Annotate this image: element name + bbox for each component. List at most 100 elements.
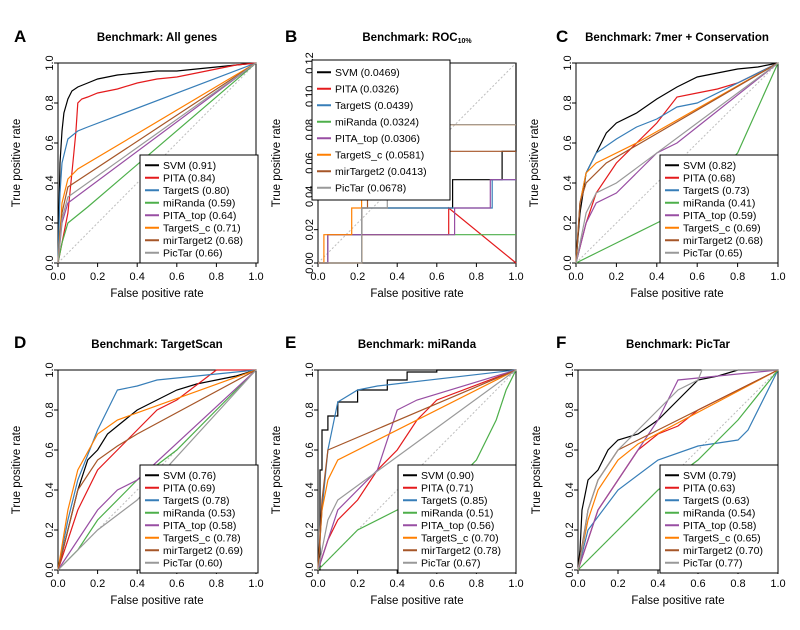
x-tick-label: 0.8 — [730, 578, 745, 590]
legend-label: TargetS_c (0.71) — [163, 223, 241, 235]
legend-label: PITA_top (0.59) — [683, 210, 756, 222]
y-axis-label: True positive rate — [271, 426, 283, 514]
panel-B: B Benchmark: ROC10% 0.0 0.2 0.4 0.6 0.8 1.0 0.00… — [271, 27, 524, 300]
x-tick-label: 0.6 — [169, 271, 184, 283]
series-line-pita-top — [57, 369, 257, 571]
series-line-mirtarget2 — [57, 369, 257, 571]
y-axis-label: True positive rate — [271, 119, 283, 207]
chart-title-subscript: 10% — [458, 38, 473, 45]
legend-label: PicTar (0.60) — [163, 558, 223, 570]
chart-title: Benchmark: TargetScan — [91, 339, 222, 351]
series-line-svm — [318, 369, 516, 571]
y-axis-label: True positive rate — [531, 426, 543, 514]
x-tick-label: 1.0 — [770, 578, 785, 590]
legend: SVM (0.79)PITA (0.63)TargetS (0.63)miRan… — [659, 464, 779, 574]
legend: SVM (0.0469) PITA (0.0326) TargetS (0.0439… — [311, 59, 451, 201]
legend-label: SVM (0.76) — [163, 470, 216, 482]
legend-label: miRanda (0.41) — [683, 198, 755, 210]
x-tick-label: 0.4 — [650, 578, 665, 590]
y-tick-label: 0.0 — [44, 562, 56, 577]
legend-box — [139, 154, 259, 264]
legend-label: TargetS_c (0.65) — [683, 533, 761, 545]
x-tick-label: 1.0 — [248, 271, 263, 283]
x-tick-label: 0.8 — [469, 271, 484, 283]
y-axis-label: True positive rate — [11, 119, 23, 207]
y-tick-label: 0.2 — [44, 215, 56, 230]
y-tick-label: 0.00 — [304, 252, 316, 273]
x-tick-label: 1.0 — [248, 578, 263, 590]
legend: SVM (0.82)PITA (0.68)TargetS (0.73)miRan… — [659, 154, 779, 264]
x-tick-label: 1.0 — [508, 271, 523, 283]
panel-C: C Benchmark: 7mer + Conservation 0.0 0.2 0.4… — [529, 27, 786, 300]
y-tick-label: 0.8 — [44, 402, 56, 417]
legend-label: SVM (0.91) — [163, 160, 216, 172]
y-tick-label: 0.6 — [304, 442, 316, 457]
x-tick-label: 0.4 — [390, 578, 405, 590]
legend-label: PITA_top (0.64) — [163, 210, 236, 222]
x-axis-label: False positive rate — [631, 595, 724, 607]
x-tick-label: 0.8 — [469, 578, 484, 590]
y-tick-label: 0.8 — [562, 95, 574, 110]
series-line-pita — [575, 62, 779, 264]
x-axis-label: False positive rate — [110, 595, 203, 607]
legend-label: mirTarget2 (0.68) — [683, 235, 763, 247]
legend-label: PicTar (0.0678) — [335, 183, 406, 195]
x-tick-label: 0.2 — [610, 578, 625, 590]
x-tick-label: 0.2 — [350, 578, 365, 590]
y-tick-label: 0.0 — [304, 562, 316, 577]
x-tick-label: 0.0 — [50, 578, 65, 590]
y-tick-label: 0.4 — [564, 482, 576, 497]
legend-label: miRanda (0.0324) — [335, 117, 419, 129]
x-tick-label: 0.6 — [690, 271, 705, 283]
x-tick-label: 0.0 — [310, 271, 325, 283]
legend-label: PITA (0.84) — [163, 173, 215, 185]
legend-box — [139, 464, 259, 574]
legend-label: mirTarget2 (0.70) — [683, 545, 763, 557]
chart-title: Benchmark: All genes — [97, 32, 217, 44]
x-tick-label: 0.4 — [390, 271, 405, 283]
x-tick-label: 0.8 — [209, 271, 224, 283]
x-tick-label: 0.2 — [90, 578, 105, 590]
x-axis-label: False positive rate — [110, 288, 203, 300]
series-line-pita — [57, 369, 256, 571]
legend-label: PITA (0.63) — [683, 483, 735, 495]
legend-label: PITA_top (0.0306) — [335, 133, 420, 145]
legend-label: TargetS (0.73) — [683, 185, 750, 197]
series-line-pita — [57, 62, 257, 264]
x-tick-label: 0.8 — [209, 578, 224, 590]
series-line-miranda — [577, 369, 779, 571]
legend-label: miRanda (0.59) — [163, 198, 235, 210]
diagonal-reference-line — [575, 62, 779, 264]
series-line-targets — [57, 62, 257, 264]
series-line-pictar — [57, 62, 257, 264]
legend-label: TargetS_c (0.69) — [683, 223, 761, 235]
legend-label: SVM (0.90) — [421, 470, 474, 482]
panel-F: F Benchmark: PicTar 0.0 0.2 0.4 0.6 0.8 1.0 0.0 0… — [531, 333, 786, 607]
series-line-pictar — [57, 369, 257, 571]
y-tick-label: 0.6 — [562, 135, 574, 150]
legend-box — [659, 464, 779, 574]
y-tick-label: 0.02 — [304, 219, 316, 240]
panel-A: A Benchmark: All genes 0.0 0.2 0.4 0.6 0.8 1.0 0… — [11, 27, 264, 300]
x-axis-label: False positive rate — [630, 288, 723, 300]
panel-letter: C — [556, 27, 568, 46]
y-tick-label: 0.4 — [44, 175, 56, 190]
y-tick-label: 0.6 — [44, 135, 56, 150]
legend-label: mirTarget2 (0.0413) — [335, 166, 427, 178]
legend-label: SVM (0.82) — [683, 160, 736, 172]
y-tick-label: 1.0 — [44, 362, 56, 377]
legend-label: PITA (0.68) — [683, 173, 735, 185]
x-tick-label: 0.2 — [350, 271, 365, 283]
y-tick-label: 0.6 — [564, 442, 576, 457]
series-line-mirtarget2 — [317, 369, 517, 571]
x-tick-label: 1.0 — [508, 578, 523, 590]
x-tick-label: 0.4 — [649, 271, 664, 283]
panel-letter: E — [285, 333, 296, 352]
chart-title: Benchmark: 7mer + Conservation — [585, 32, 769, 44]
x-tick-label: 0.0 — [310, 578, 325, 590]
legend-label: miRanda (0.53) — [163, 508, 235, 520]
series-line-svm — [57, 62, 257, 264]
series-line-pictar — [317, 369, 517, 571]
legend-label: mirTarget2 (0.78) — [421, 545, 501, 557]
legend-label: SVM (0.0469) — [335, 67, 400, 79]
